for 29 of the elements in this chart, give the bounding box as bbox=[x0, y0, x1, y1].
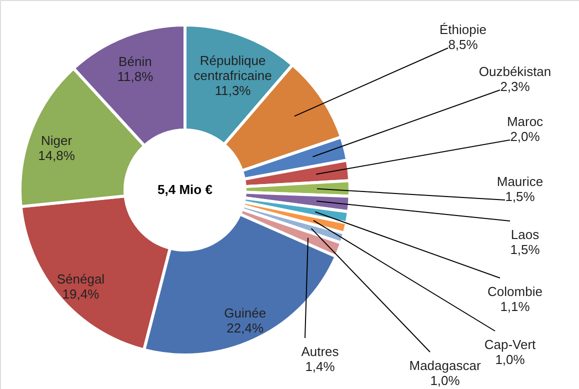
data-label: 1,5% bbox=[510, 242, 540, 257]
data-label: 1,5% bbox=[505, 189, 536, 204]
data-label: 1,4% bbox=[305, 359, 336, 374]
data-label: 19,4% bbox=[62, 286, 100, 302]
slice-label: Ouzbékistan bbox=[478, 64, 552, 79]
slice-label: Cap-Vert bbox=[484, 337, 536, 352]
slice-label: Éthiopie bbox=[440, 22, 486, 37]
data-label: 1,1% bbox=[500, 299, 530, 314]
data-label: 14,8% bbox=[38, 148, 76, 163]
slice-label: Colombie bbox=[488, 284, 542, 299]
slice-label: Madagascar bbox=[409, 358, 482, 373]
slice-label: Maroc bbox=[506, 114, 544, 129]
data-label: 22,4% bbox=[226, 320, 264, 336]
data-label: 11,8% bbox=[117, 68, 154, 84]
data-label: 1,0% bbox=[495, 352, 526, 367]
slice-label: Guinée bbox=[224, 306, 266, 321]
data-label: 11,3% bbox=[214, 83, 252, 98]
slice-label: Laos bbox=[510, 227, 540, 242]
data-label: 8,5% bbox=[448, 37, 478, 52]
slice-label: Niger bbox=[40, 132, 73, 148]
data-label: 2,0% bbox=[510, 129, 540, 144]
data-label: 2,3% bbox=[500, 79, 530, 94]
slice-label: Maurice bbox=[496, 174, 544, 189]
slice-label: Bénin bbox=[118, 54, 152, 69]
text: 5,4 Mio € bbox=[158, 182, 212, 197]
data-label: 1,0% bbox=[430, 373, 460, 388]
slice-label: Autres bbox=[301, 344, 340, 359]
slice-label: Sénégal bbox=[56, 272, 105, 287]
slice-label: République centrafricaine bbox=[194, 53, 272, 84]
